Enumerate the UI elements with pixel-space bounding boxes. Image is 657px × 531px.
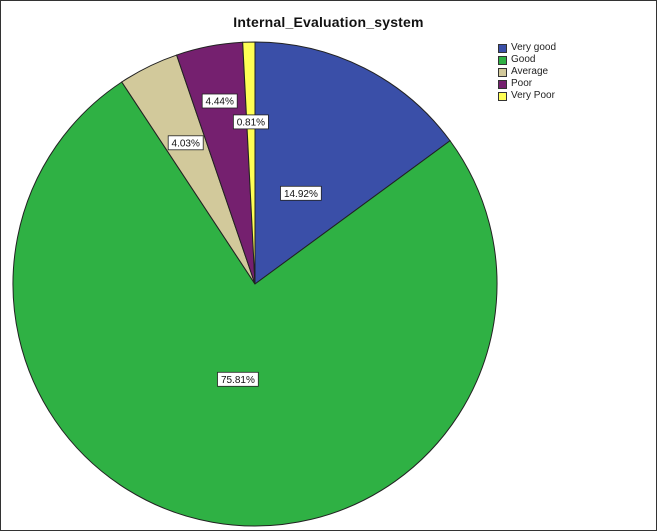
pie-slice-good [12, 81, 498, 527]
legend-item-average: Average [498, 66, 556, 78]
slice-label-text-good: 75.81% [221, 375, 255, 386]
slice-label-box-good [217, 371, 259, 387]
slice-label-box-very-poor [232, 114, 269, 130]
slice-label-very-good: 14.92% [280, 185, 322, 201]
legend-swatch-poor [498, 79, 507, 89]
legend-item-very-poor: Very Poor [498, 90, 556, 102]
pie-slice-very-poor [242, 41, 256, 285]
legend-swatch-very-poor [498, 91, 507, 101]
slice-label-box-poor [201, 93, 238, 109]
legend: Very good Good Average Poor Very Poor [498, 42, 556, 102]
slice-label-poor: 4.44% [201, 93, 238, 109]
legend-item-very-good: Very good [498, 42, 556, 54]
slice-label-good: 75.81% [217, 371, 259, 387]
legend-label-very-poor: Very Poor [511, 90, 555, 101]
legend-item-good: Good [498, 54, 556, 66]
legend-label-average: Average [511, 66, 549, 77]
slice-label-very-poor: 0.81% [232, 114, 269, 130]
slice-label-text-poor: 4.44% [206, 97, 234, 108]
slice-label-text-very-good: 14.92% [284, 189, 318, 200]
legend-item-poor: Poor [498, 78, 556, 90]
legend-swatch-average [498, 67, 507, 77]
legend-label-very-good: Very good [511, 42, 557, 53]
slice-label-text-average: 4.03% [172, 138, 200, 149]
legend-swatch-good [498, 55, 507, 65]
legend-swatch-very-good [498, 43, 507, 53]
slice-label-box-very-good [280, 185, 322, 201]
legend-label-good: Good [511, 54, 536, 65]
slice-label-box-average [167, 135, 204, 151]
slice-label-text-very-poor: 0.81% [237, 117, 265, 128]
legend-label-poor: Poor [511, 78, 533, 89]
slice-label-average: 4.03% [167, 135, 204, 151]
chart-title: Internal_Evaluation_system [233, 14, 424, 30]
pie-slice-very-good [254, 41, 451, 285]
